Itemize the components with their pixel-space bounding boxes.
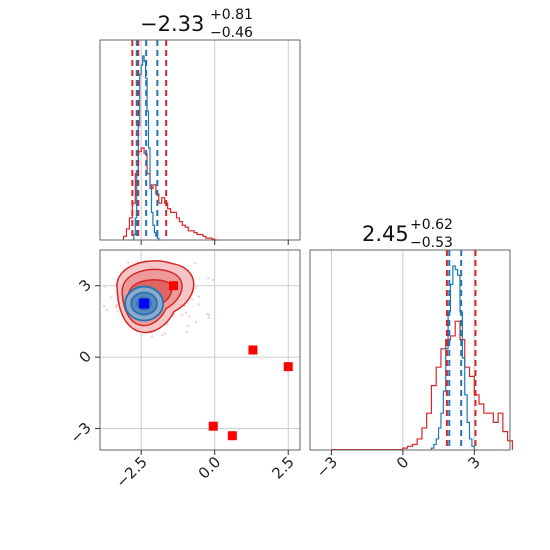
histogram-y-title-upper: +0.62 — [410, 217, 453, 233]
histogram-series-1 — [430, 265, 477, 451]
sample-point — [194, 321, 198, 324]
sample-point — [102, 305, 106, 308]
sample-point — [103, 285, 106, 288]
outlier-marker — [169, 281, 179, 291]
sample-point — [194, 262, 197, 265]
sample-point — [181, 313, 184, 317]
sample-point — [197, 303, 200, 306]
x-tick-label: −3 — [313, 453, 341, 481]
panel-frame — [99, 39, 301, 241]
sample-point — [207, 313, 211, 317]
x-tick-label: 2.5 — [268, 453, 298, 483]
y-tick-label: −3 — [67, 419, 95, 447]
truth-marker — [139, 298, 150, 309]
sample-point — [195, 286, 198, 290]
sample-point — [115, 303, 119, 306]
outlier-marker — [248, 345, 258, 355]
sample-point — [110, 296, 113, 299]
histogram-y-title-lower: −0.53 — [410, 235, 453, 251]
histogram-x-title-lower: −0.46 — [210, 25, 253, 41]
y-tick-label: 0 — [75, 347, 94, 366]
sample-point — [105, 308, 109, 312]
sample-point — [183, 304, 186, 308]
sample-point — [197, 295, 201, 299]
sample-point — [126, 261, 130, 264]
scatter-contour-panel: −2.5 0.0 2.5 −3 0 3 — [67, 249, 301, 491]
y-tick-label: 3 — [75, 276, 94, 295]
histogram-x-title-upper: +0.81 — [210, 7, 253, 23]
sample-point — [165, 322, 169, 326]
sample-point — [116, 310, 119, 313]
sample-point — [184, 311, 188, 315]
sample-point — [206, 277, 210, 280]
sample-point — [115, 306, 118, 309]
histogram-series-0 — [402, 320, 513, 450]
sample-point — [160, 333, 164, 337]
outlier-marker — [227, 431, 237, 441]
sample-point — [163, 332, 167, 335]
histogram-x-panel — [99, 39, 301, 245]
histogram-x-title: −2.33 +0.81 −0.46 — [140, 7, 253, 41]
outlier-marker — [283, 362, 293, 372]
histogram-x-title-value: −2.33 — [140, 12, 204, 36]
x-tick-label: 0 — [393, 453, 412, 472]
panel-frame — [309, 249, 511, 451]
sample-point — [185, 330, 188, 334]
x-tick-label: 0.0 — [195, 453, 225, 483]
sample-point — [191, 298, 194, 301]
sample-point — [211, 278, 215, 282]
histogram-y-panel: −3 0 3 — [309, 249, 513, 481]
x-tick-label: 3 — [464, 453, 483, 472]
sample-point — [188, 315, 191, 318]
histogram-y-title-value: 2.45 — [362, 222, 409, 246]
histogram-y-title: 2.45 +0.62 −0.53 — [362, 217, 453, 251]
panel-frame — [99, 249, 301, 451]
x-tick-label: −2.5 — [112, 453, 150, 491]
sample-point — [207, 316, 210, 320]
outlier-marker — [208, 421, 218, 431]
sample-point — [150, 335, 154, 338]
sample-point — [187, 324, 190, 328]
